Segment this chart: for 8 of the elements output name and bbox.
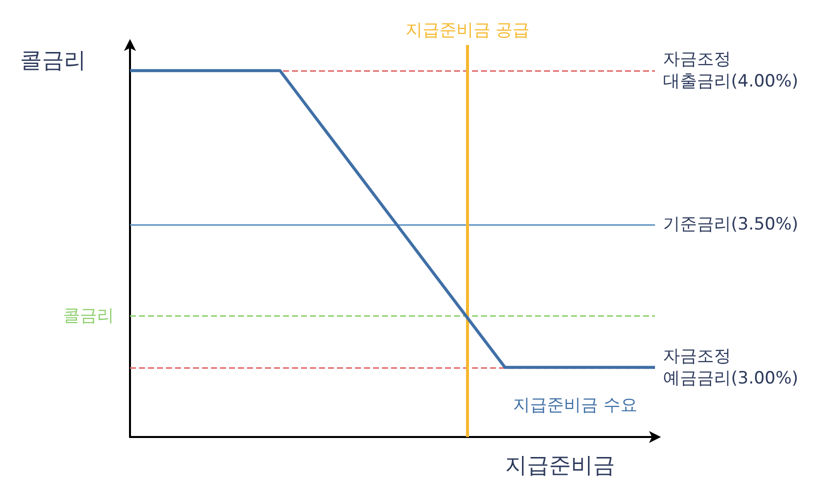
y-axis-title: 콜금리 xyxy=(20,48,86,74)
ref-line-label: 자금조정 예금금리(3.00%) xyxy=(663,346,798,388)
ref-line-label: 콜금리 xyxy=(63,306,114,326)
series-label: 지급준비금 수요 xyxy=(513,395,638,416)
ref-line-label: 기준금리(3.50%) xyxy=(663,214,798,235)
ref-line-label: 자금조정 대출금리(4.00%) xyxy=(663,50,798,92)
text: 지급준비금 공급 xyxy=(405,20,530,40)
x-axis-title: 지급준비금 xyxy=(505,454,615,478)
